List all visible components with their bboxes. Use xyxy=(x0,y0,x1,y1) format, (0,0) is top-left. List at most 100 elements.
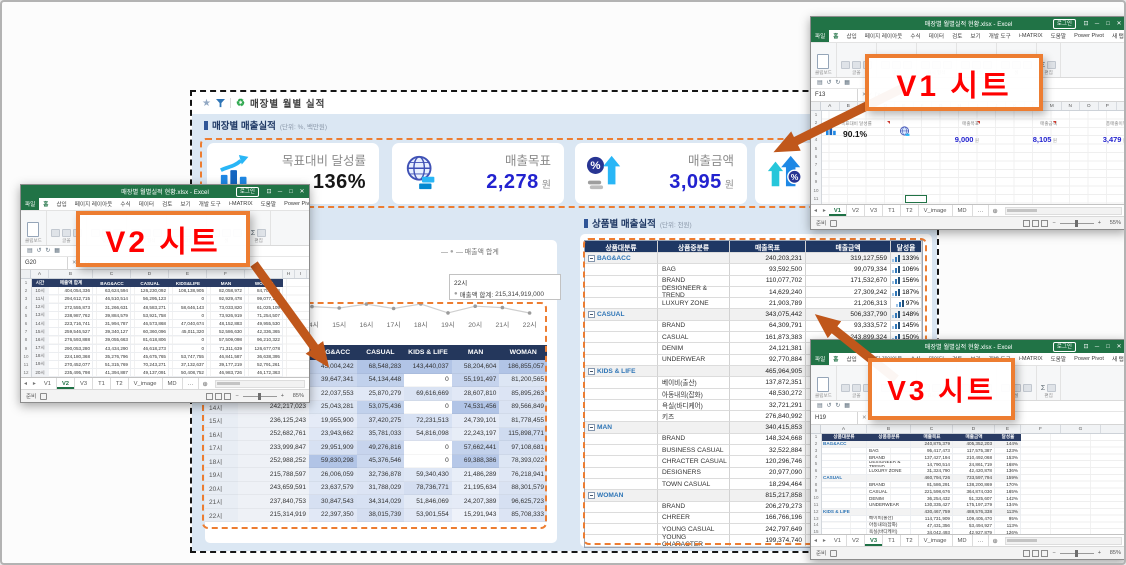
row-header-6[interactable]: 6 xyxy=(24,320,28,326)
autosum-icon[interactable]: Σ xyxy=(1040,62,1046,69)
column-header-D[interactable]: D xyxy=(953,425,995,433)
ribbon-tab-개발 도구[interactable]: 개발 도구 xyxy=(988,34,1011,40)
row-header-5[interactable]: 5 xyxy=(24,312,28,318)
row-header-2[interactable]: 2 xyxy=(24,288,28,294)
column-header-M[interactable]: M xyxy=(1043,102,1062,110)
row-header-12[interactable]: 12 xyxy=(813,508,819,514)
sheet-grid[interactable]: 12345678910111213시간매출액 합계BAG&ACCCASUALKI… xyxy=(21,279,309,377)
ribbon-tab-Power Pivot[interactable]: Power Pivot xyxy=(1074,33,1104,39)
name-box[interactable]: H19 xyxy=(811,412,858,424)
sheet-nav-left-icon[interactable]: ◂ xyxy=(814,207,817,214)
close-icon[interactable]: ✕ xyxy=(1116,21,1122,27)
ribbon-tab-수식[interactable]: 수식 xyxy=(910,34,921,40)
ribbon-tab-도움말[interactable]: 도움말 xyxy=(1050,357,1067,363)
sheet-tab-T1[interactable]: T1 xyxy=(93,378,111,389)
ribbon-button-icon[interactable] xyxy=(851,61,861,69)
ribbon-tab-도움말[interactable]: 도움말 xyxy=(1050,34,1067,40)
minimize-icon[interactable]: ─ xyxy=(277,188,283,195)
selected-cell[interactable] xyxy=(905,195,927,203)
column-header-I[interactable]: I xyxy=(295,270,307,278)
undo-icon[interactable]: ↺ xyxy=(826,403,832,409)
view-button-icon[interactable] xyxy=(1041,219,1049,227)
select-all-corner[interactable] xyxy=(811,425,821,433)
sheet-tabs-overflow[interactable]: … xyxy=(183,378,200,389)
ribbon-button-icon[interactable] xyxy=(1047,384,1057,392)
ribbon-tab-파일[interactable]: 파일 xyxy=(811,353,830,365)
ribbon-tab-홈[interactable]: 홈 xyxy=(43,202,49,208)
row-header-12[interactable]: 12 xyxy=(811,203,821,204)
row-header-10[interactable]: 10 xyxy=(813,187,819,193)
column-header-F[interactable]: F xyxy=(1021,425,1061,433)
sheet-tab-T2[interactable]: T2 xyxy=(901,205,919,216)
ribbon-tab-페이지 레이아웃[interactable]: 페이지 레이아웃 xyxy=(864,34,903,40)
row-header-10[interactable]: 10 xyxy=(813,495,819,501)
column-header-E[interactable]: E xyxy=(169,270,207,278)
scrollbar-thumb[interactable] xyxy=(1006,538,1037,542)
sheet-tab-T1[interactable]: T1 xyxy=(883,205,901,216)
minimize-icon[interactable]: ─ xyxy=(1094,20,1100,27)
collapse-toggle-icon[interactable] xyxy=(588,424,595,432)
add-sheet-icon[interactable]: ⊕ xyxy=(992,537,998,545)
row-header-6[interactable]: 6 xyxy=(814,467,818,473)
autosum-icon[interactable]: Σ xyxy=(1040,385,1046,392)
ribbon-tab-수식[interactable]: 수식 xyxy=(120,202,131,208)
sheet-tabs-overflow[interactable]: … xyxy=(973,535,990,546)
ribbon-tab-데이터[interactable]: 데이터 xyxy=(928,34,945,40)
row-header-11[interactable]: 11 xyxy=(23,361,29,367)
horizontal-scrollbar[interactable] xyxy=(1004,536,1122,545)
sheet-tab-V1[interactable]: V1 xyxy=(39,378,57,389)
ribbon-tab-파일[interactable]: 파일 xyxy=(811,30,830,42)
filter-icon[interactable] xyxy=(215,98,225,108)
column-header-N[interactable]: N xyxy=(1062,102,1080,110)
column-header-D[interactable]: D xyxy=(131,270,169,278)
collapse-toggle-icon[interactable] xyxy=(588,254,595,262)
row-header-1[interactable]: 1 xyxy=(24,280,28,285)
sheet-tab-MD[interactable]: MD xyxy=(953,205,973,216)
zoom-slider[interactable] xyxy=(1059,219,1094,227)
ribbon-tab-삽입[interactable]: 삽입 xyxy=(846,357,857,363)
scrollbar-thumb[interactable] xyxy=(1006,208,1037,212)
row-header-5[interactable]: 5 xyxy=(814,145,818,151)
row-header-9[interactable]: 9 xyxy=(24,345,28,351)
ribbon-tab-검토[interactable]: 검토 xyxy=(952,34,963,40)
collapse-toggle-icon[interactable] xyxy=(588,367,595,375)
zoom-slider[interactable] xyxy=(1059,549,1094,557)
zoom-out-button[interactable]: − xyxy=(235,393,239,399)
row-header-14[interactable]: 14 xyxy=(813,522,819,528)
row-header-2[interactable]: 2 xyxy=(814,440,818,446)
column-header-C[interactable]: C xyxy=(911,425,953,433)
sheet-tabs-overflow[interactable]: … xyxy=(973,205,990,216)
name-box[interactable]: G20 xyxy=(21,257,68,269)
column-header-F[interactable]: F xyxy=(207,270,245,278)
row-header-4[interactable]: 4 xyxy=(814,454,818,460)
ribbon-tab-삽입[interactable]: 삽입 xyxy=(846,34,857,40)
view-button-icon[interactable] xyxy=(215,392,223,400)
ribbon-tab-보기[interactable]: 보기 xyxy=(180,202,191,208)
sheet-grid[interactable]: 12345678910111213141516상품대분류상품중분류매출목표매출금… xyxy=(811,434,1124,534)
paste-button-icon[interactable] xyxy=(817,54,830,69)
ribbon-button-icon[interactable] xyxy=(1022,384,1032,392)
column-header-A[interactable]: A xyxy=(821,425,867,433)
sheet-tab-MD[interactable]: MD xyxy=(953,535,973,546)
sheet-tab-MD[interactable]: MD xyxy=(163,378,183,389)
sheet-tab-T2[interactable]: T2 xyxy=(901,535,919,546)
ribbon-tab-데이터[interactable]: 데이터 xyxy=(138,202,155,208)
ribbon-tab-홈[interactable]: 홈 xyxy=(833,34,839,40)
ribbon-tab-개발 도구[interactable]: 개발 도구 xyxy=(198,202,221,208)
row-header-1[interactable]: 1 xyxy=(814,434,818,439)
sheet-nav-left-icon[interactable]: ◂ xyxy=(814,537,817,544)
row-header-7[interactable]: 7 xyxy=(814,162,818,168)
row-header-3[interactable]: 3 xyxy=(814,128,818,134)
save-icon[interactable]: ▤ xyxy=(817,403,823,409)
sheet-tab-T1[interactable]: T1 xyxy=(883,535,901,546)
column-header-O[interactable]: O xyxy=(1080,102,1099,110)
redo-icon[interactable]: ↻ xyxy=(835,403,841,409)
sheet-tab-V2[interactable]: V2 xyxy=(57,378,76,389)
column-header-C[interactable]: C xyxy=(93,270,131,278)
row-header-7[interactable]: 7 xyxy=(24,329,28,335)
ribbon-tab-페이지 레이아웃[interactable]: 페이지 레이아웃 xyxy=(74,202,113,208)
row-header-5[interactable]: 5 xyxy=(814,461,818,467)
scrollbar-thumb[interactable] xyxy=(216,381,240,385)
collapse-toggle-icon[interactable] xyxy=(588,311,595,319)
refresh-icon[interactable]: ♻ xyxy=(235,97,245,109)
